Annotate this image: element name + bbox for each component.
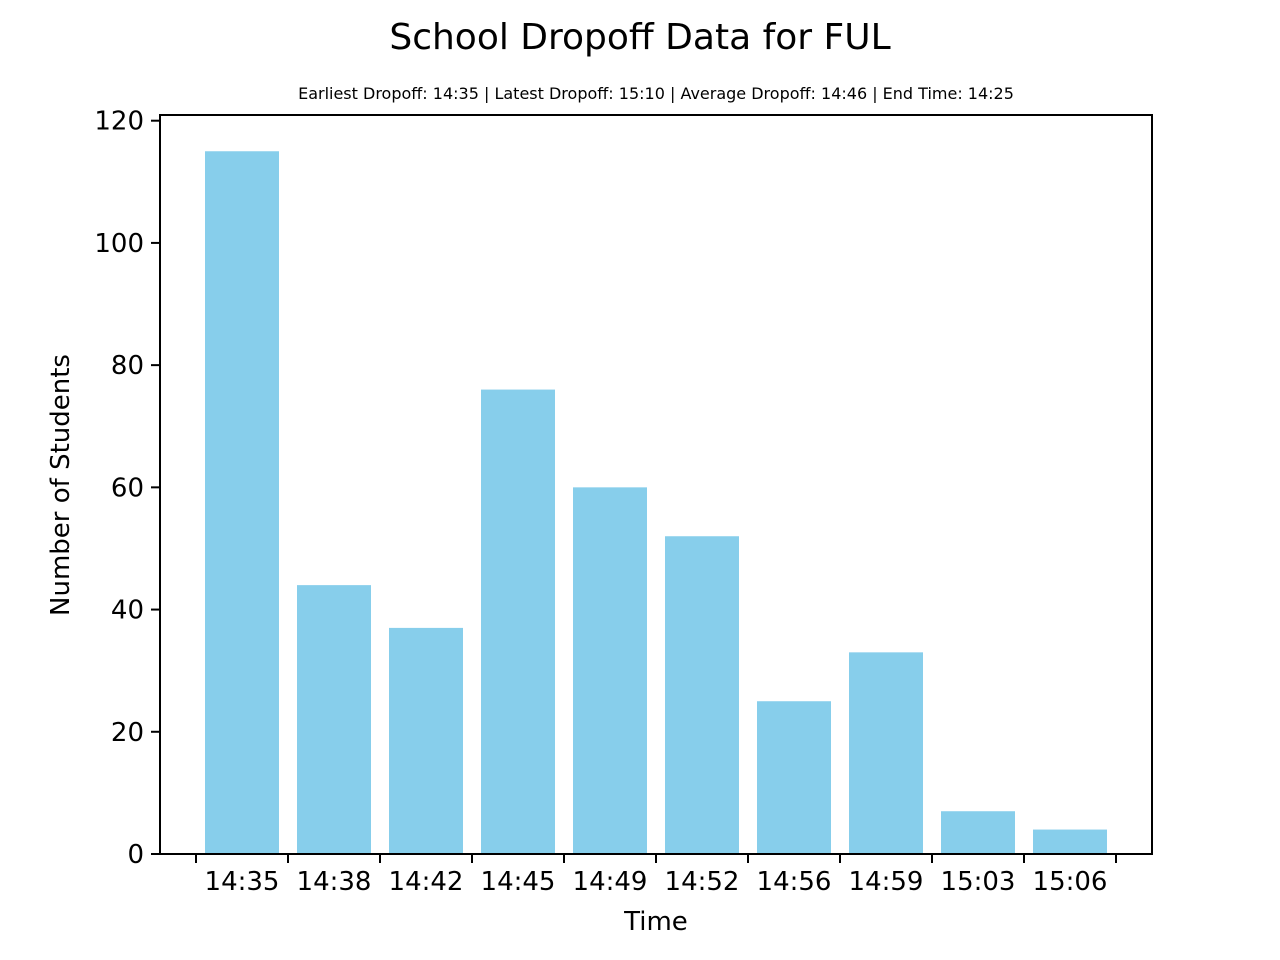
- bar-1445: [481, 389, 555, 854]
- y-axis: 0 20 40 60 80 100 120: [94, 107, 160, 870]
- bar-1503: [941, 811, 1015, 854]
- x-tick-label: 14:59: [849, 867, 924, 897]
- x-tick-label: 14:49: [573, 867, 648, 897]
- x-tick-label: 15:06: [1033, 867, 1108, 897]
- y-tick-label: 0: [127, 840, 144, 870]
- y-tick-label: 60: [111, 473, 144, 503]
- chart-subtitle: Earliest Dropoff: 14:35 | Latest Dropoff…: [298, 84, 1014, 103]
- x-tick-label: 14:38: [297, 867, 372, 897]
- bars-layer: [205, 151, 1107, 855]
- x-tick-label: 14:52: [665, 867, 740, 897]
- x-tick-label: 14:45: [481, 867, 556, 897]
- y-tick-label: 80: [111, 351, 144, 381]
- chart-title: School Dropoff Data for FUL: [389, 17, 890, 58]
- x-tick-label: 14:56: [757, 867, 832, 897]
- bar-1442: [389, 627, 463, 854]
- x-axis-label: Time: [623, 907, 688, 937]
- bar-1435: [205, 151, 279, 855]
- bar-1452: [665, 536, 739, 854]
- bar-1456: [757, 701, 831, 854]
- x-axis: 14:35 14:38 14:42 14:45 14:49 14:52 14:56 14:59…: [195, 854, 1117, 897]
- y-tick-label: 120: [94, 107, 144, 137]
- y-tick-label: 20: [111, 718, 144, 748]
- bar-1449: [573, 487, 647, 854]
- y-axis-label: Number of Students: [46, 354, 76, 616]
- y-tick-label: 40: [111, 596, 144, 626]
- x-tick-label: 14:35: [205, 867, 280, 897]
- y-tick-label: 100: [94, 229, 144, 259]
- bar-1506: [1033, 829, 1107, 854]
- bar-1438: [297, 585, 371, 854]
- bar-1459: [849, 652, 923, 854]
- x-tick-label: 14:42: [389, 867, 464, 897]
- x-tick-label: 15:03: [941, 867, 1016, 897]
- plot-frame: [159, 114, 1153, 855]
